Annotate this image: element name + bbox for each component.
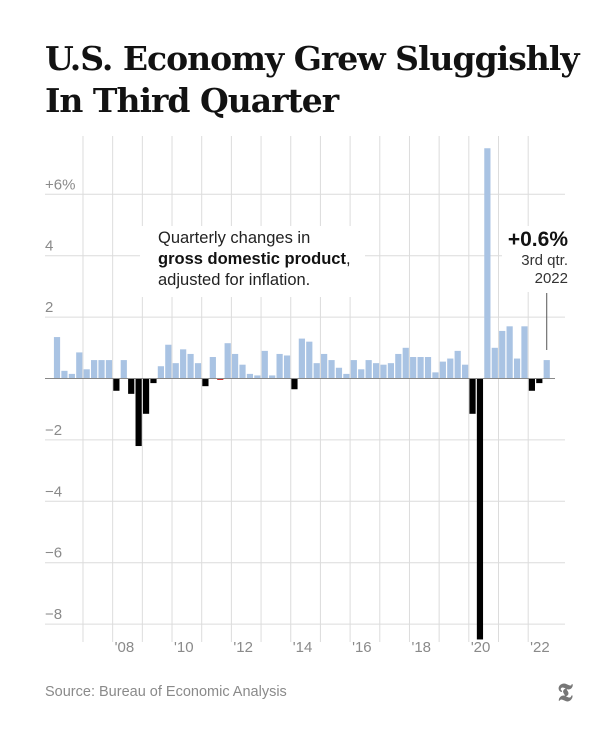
gdp-bar [83,369,90,379]
gdp-bar [120,360,127,379]
gdp-bar [142,378,150,414]
gdp-bar [68,373,75,379]
gdp-bar [224,343,231,379]
gdp-bar [521,326,528,379]
callout-year: 2022 [534,270,568,287]
gdp-bar [187,353,194,379]
gdp-bar [165,344,172,379]
gdp-bar [76,352,83,379]
gdp-bar [410,357,417,379]
gdp-bar [157,366,164,379]
gdp-bar [506,326,513,379]
gdp-bar [536,378,543,384]
gdp-bar [306,341,313,379]
annotation-comma: , [345,250,351,268]
gdp-bar [53,337,61,379]
gdp-bar [402,347,409,379]
gdp-bar [424,357,432,379]
gdp-bar [105,360,113,379]
gdp-bar [150,378,157,384]
gdp-bar [246,373,254,379]
y-tick-label: −8 [45,606,62,623]
gdp-bar [283,355,291,379]
gdp-bar [387,363,395,379]
gdp-bar [217,378,224,380]
gdp-bar [98,360,105,379]
gdp-bar [194,363,202,379]
gdp-bar [276,353,283,379]
gdp-bar [454,350,461,379]
gdp-bar [328,360,335,379]
gdp-bar [135,378,142,447]
annotation-line3: adjusted for inflation. [158,271,311,289]
gdp-bar [499,330,506,379]
gdp-bar [239,364,246,379]
gdp-bar [343,373,350,379]
gdp-bar [261,350,268,379]
gdp-bar [484,148,491,379]
x-tick-label: '22 [530,639,550,656]
gdp-bar [269,375,276,379]
gdp-bar [180,349,187,379]
gdp-bar [254,375,261,379]
callout-value: +0.6% [507,228,568,251]
gdp-bar [113,378,120,391]
source-note: Source: Bureau of Economic Analysis [45,684,287,700]
gdp-bar [372,363,380,379]
y-tick-label: 4 [45,238,53,255]
gdp-bar [350,360,357,379]
x-tick-label: '12 [233,639,253,656]
x-tick-label: '14 [293,639,313,656]
gdp-bar [380,364,387,379]
gdp-bar [365,360,372,379]
gdp-bar [313,363,320,379]
x-tick-label: '20 [471,639,491,656]
gdp-bar [91,360,98,379]
callout-quarter: 3rd qtr. [521,252,568,269]
latest-callout: +0.6% 3rd qtr. 2022 [501,226,568,292]
gdp-bar [298,338,305,379]
gdp-bar [447,358,454,379]
gdp-bar [291,378,298,390]
nyt-logo-icon: 𝕿 [557,678,573,707]
gdp-bar [335,367,343,379]
gdp-bar [61,370,68,379]
gdp-bar [469,378,476,414]
chart-annotation: Quarterly changes in gross domestic prod… [140,226,365,297]
annotation-bold: gross domestic product [158,250,346,268]
gdp-bar [432,372,439,379]
gdp-bar [476,378,484,640]
y-tick-label: 2 [45,299,53,316]
y-tick-label: −4 [45,483,62,500]
gdp-bar [395,353,402,379]
x-tick-label: '18 [411,639,431,656]
chart-title: U.S. Economy Grew Sluggishly In Third Qu… [45,39,580,120]
gdp-bar [513,358,521,379]
gdp-bar [172,363,179,379]
x-tick-label: '10 [174,639,194,656]
gdp-bar [417,357,424,379]
y-tick-label: −2 [45,422,62,439]
annotation-line1: Quarterly changes in [158,229,311,247]
x-tick-label: '16 [352,639,372,656]
gdp-bar [321,353,328,379]
gdp-bar [231,353,239,379]
gdp-bar [462,364,469,379]
gdp-bar [528,378,535,391]
x-tick-label: '08 [115,639,135,656]
gdp-bar [491,347,498,379]
y-tick-label: +6% [45,176,75,193]
gdp-bar [209,357,216,379]
gdp-bar [128,378,135,394]
y-tick-label: −6 [45,545,62,562]
gdp-bar [543,360,550,379]
gdp-bar [202,378,209,387]
gdp-bar [439,361,446,379]
gdp-bar [358,369,365,379]
